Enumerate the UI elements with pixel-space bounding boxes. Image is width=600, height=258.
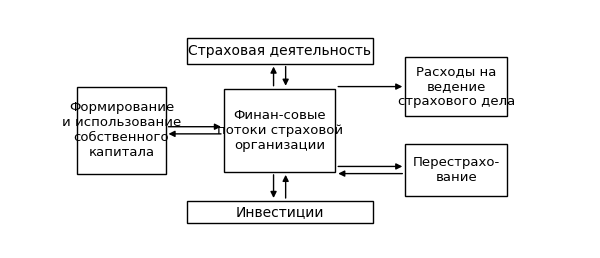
FancyBboxPatch shape — [224, 88, 335, 172]
FancyBboxPatch shape — [77, 87, 166, 174]
Text: Перестрахо-
вание: Перестрахо- вание — [413, 156, 500, 184]
Text: Расходы на
ведение
страхового дела: Расходы на ведение страхового дела — [398, 65, 515, 108]
Text: Страховая деятельность: Страховая деятельность — [188, 44, 371, 58]
FancyBboxPatch shape — [405, 57, 508, 116]
Text: Инвестиции: Инвестиции — [235, 205, 324, 219]
FancyBboxPatch shape — [187, 38, 373, 64]
FancyBboxPatch shape — [405, 144, 508, 196]
FancyBboxPatch shape — [187, 201, 373, 223]
Text: Финан-совые
потоки страховой
организации: Финан-совые потоки страховой организации — [217, 109, 343, 152]
Text: Формирование
и использование
собственного
капитала: Формирование и использование собственног… — [62, 101, 181, 159]
